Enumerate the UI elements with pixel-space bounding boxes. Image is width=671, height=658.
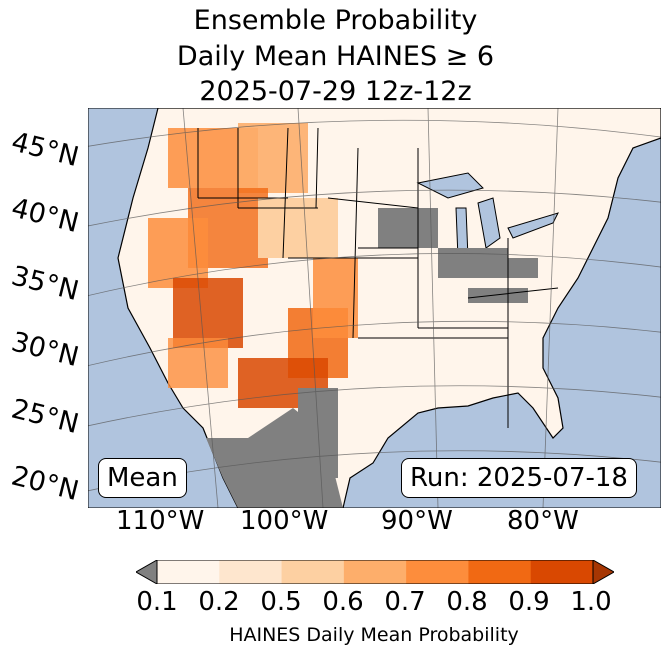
colorbar-segment <box>157 560 220 584</box>
hot-arizona <box>173 278 243 348</box>
colorbar <box>136 560 614 584</box>
colorbar-under-arrow <box>136 560 158 584</box>
hot-baja <box>168 338 228 388</box>
cbar-tick-1: 0.2 <box>198 587 240 617</box>
lat-label-40: 40°N <box>8 192 82 240</box>
cbar-tick-0: 0.1 <box>136 587 178 617</box>
probability-map <box>88 108 661 508</box>
colorbar-over-arrow <box>592 560 614 584</box>
lat-label-25: 25°N <box>8 393 82 441</box>
colorbar-label: HAINES Daily Mean Probability <box>229 624 519 646</box>
lat-label-30: 30°N <box>8 326 82 374</box>
colorbar-frame <box>156 560 594 584</box>
gray-kentucky <box>468 288 528 303</box>
lat-label-20: 20°N <box>8 460 82 508</box>
mid-rockies <box>258 198 338 258</box>
lat-label-45: 45°N <box>8 126 82 174</box>
hot-colorado <box>313 258 358 338</box>
lon-label-100w: 100°W <box>240 506 329 536</box>
cbar-tick-7: 1.0 <box>570 587 612 617</box>
title-line-1: Ensemble Probability <box>193 5 478 36</box>
cbar-tick-3: 0.6 <box>322 587 364 617</box>
colorbar-segments <box>157 560 594 584</box>
lat-label-35: 35°N <box>8 260 82 308</box>
colorbar-segment <box>406 560 469 584</box>
colorbar-segment <box>530 560 594 584</box>
cbar-tick-4: 0.7 <box>384 587 426 617</box>
gray-ohio <box>488 258 538 278</box>
mean-box: Mean <box>98 458 187 498</box>
gray-iowa <box>378 208 438 248</box>
title-line-3: 2025-07-29 12z-12z <box>199 76 472 107</box>
colorbar-segment <box>219 560 283 584</box>
state-lines <box>197 127 559 428</box>
colorbar-segment <box>468 560 532 584</box>
hot-montana <box>238 123 308 193</box>
cbar-tick-5: 0.8 <box>446 587 488 617</box>
lon-label-90w: 90°W <box>381 506 453 536</box>
cbar-tick-2: 0.5 <box>260 587 302 617</box>
lon-label-110w: 110°W <box>116 506 205 536</box>
title-line-2: Daily Mean HAINES ≥ 6 <box>176 41 495 72</box>
colorbar-segment <box>281 560 345 584</box>
cbar-tick-6: 0.9 <box>508 587 550 617</box>
run-box: Run: 2025-07-18 <box>401 458 637 498</box>
colorbar-segment <box>343 560 407 584</box>
lon-label-80w: 80°W <box>507 506 579 536</box>
